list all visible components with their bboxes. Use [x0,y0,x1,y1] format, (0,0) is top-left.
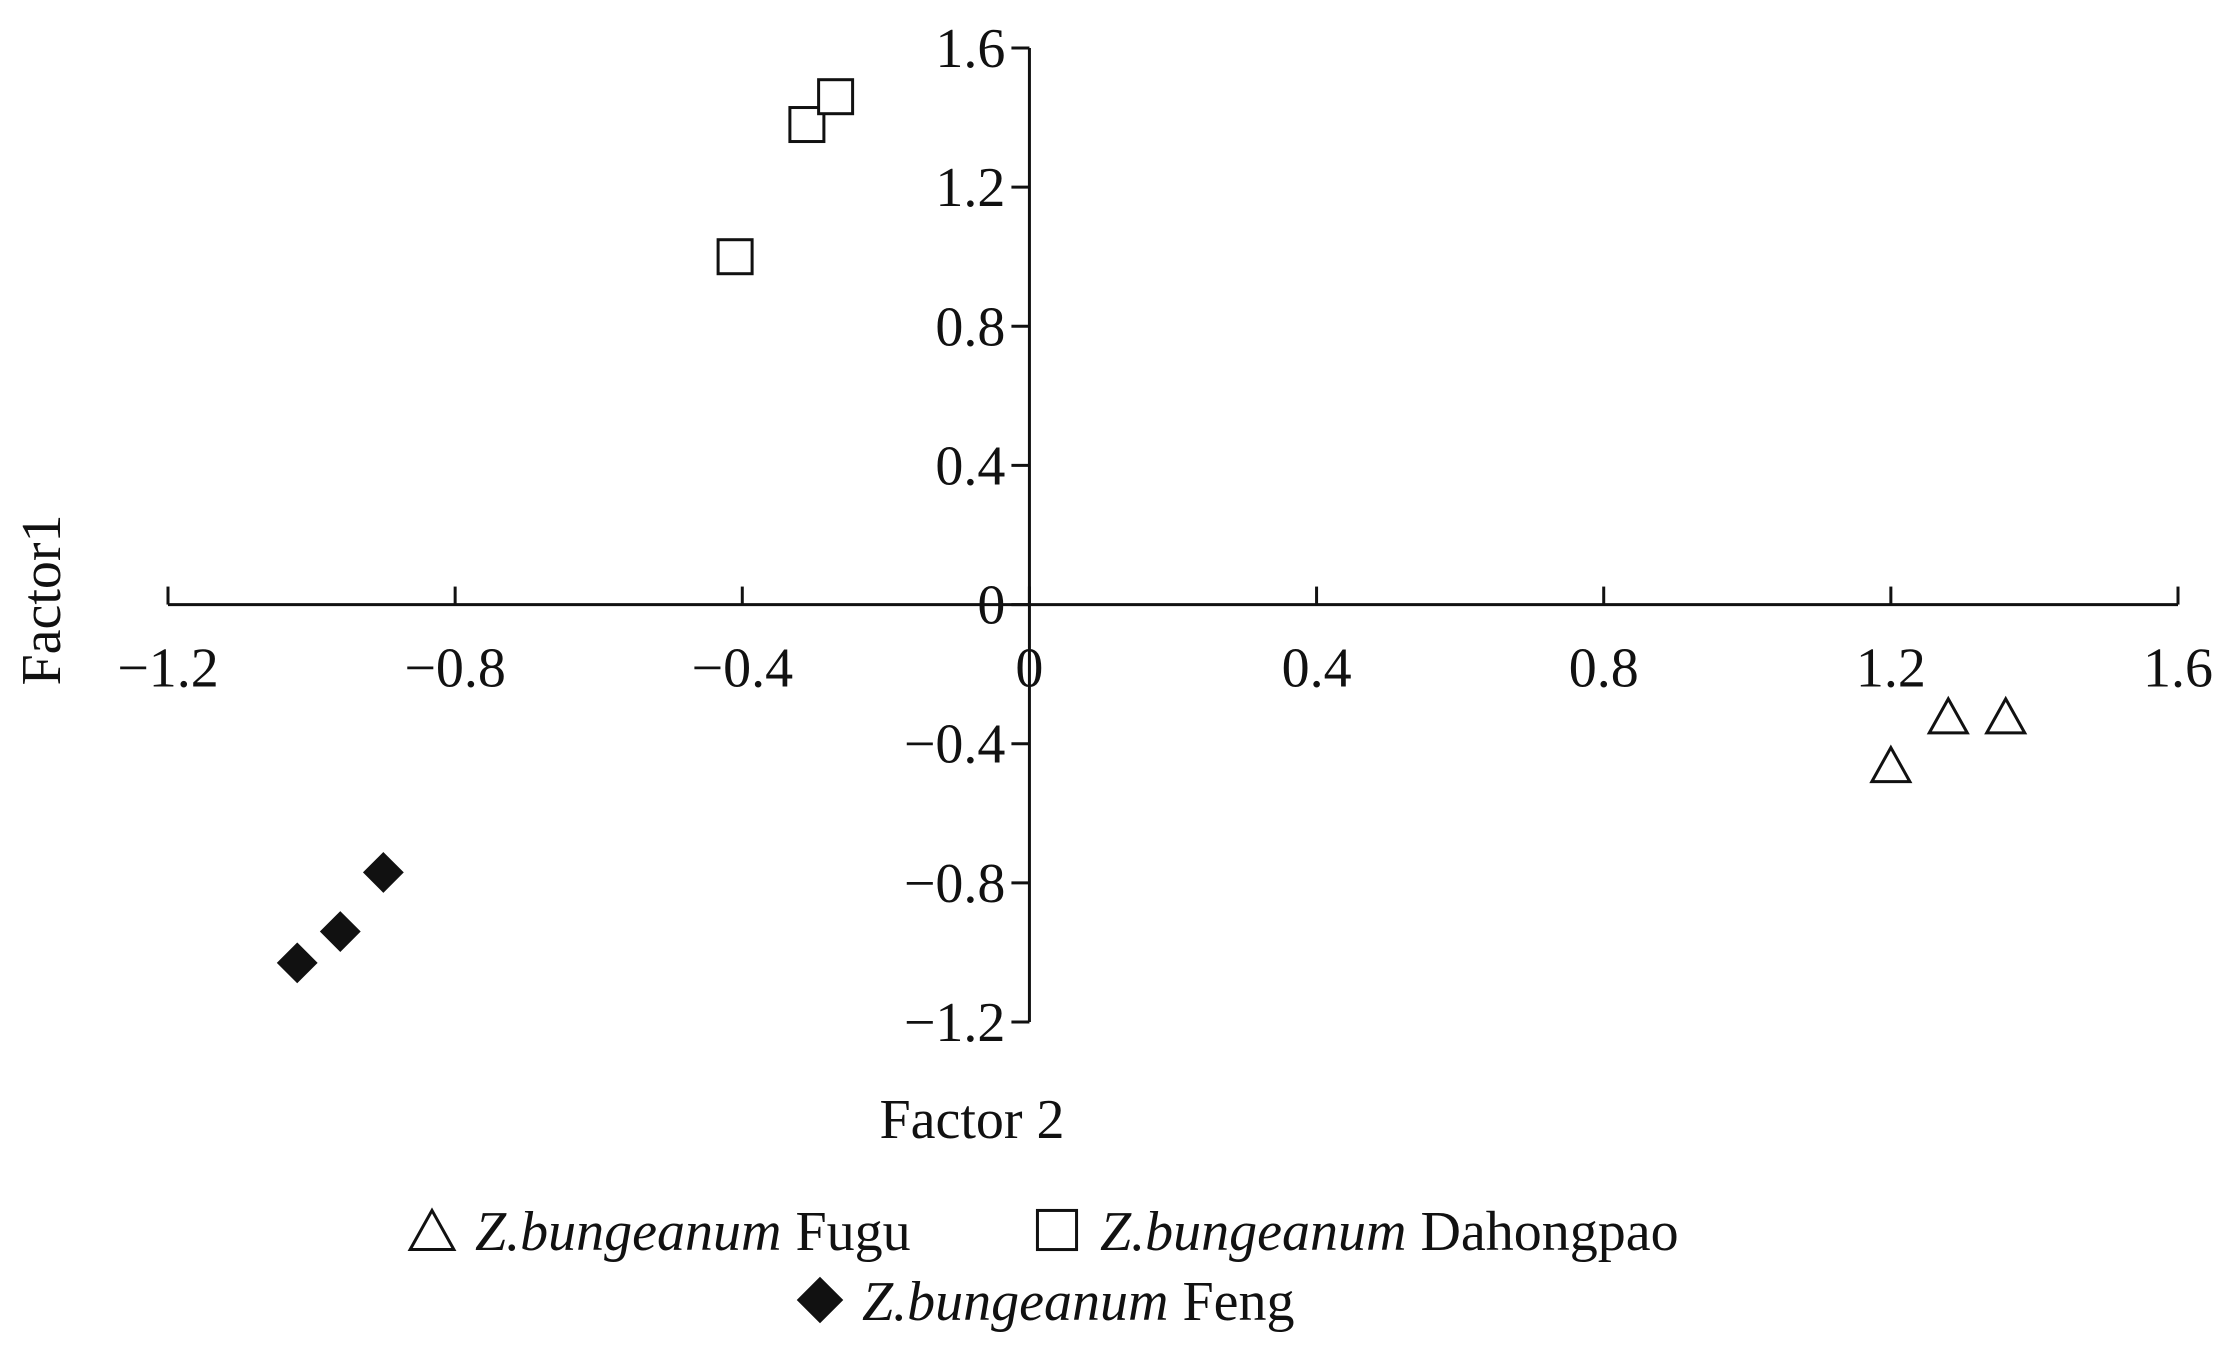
x-tick-label: 1.2 [1856,638,1926,700]
x-tick-label: 0 [1015,638,1043,700]
x-tick-label: −0.4 [691,638,793,700]
y-tick-label: 0.8 [935,296,1005,358]
legend-symbol [407,1207,457,1252]
legend-label-italic: Z.bungeanum [475,1201,781,1263]
x-tick-label: 0.4 [1282,638,1352,700]
legend-symbol [1035,1208,1079,1252]
data-point [1926,695,1970,735]
legend: Z.bungeanum Fugu Z.bungeanum DahongpaoZ.b… [407,1201,1679,1333]
legend-label-plain: Fugu [781,1201,910,1263]
y-axis-title: Factor1 [11,514,73,685]
data-point [1869,744,1913,784]
legend-symbol [796,1276,844,1324]
data-points [276,78,2028,984]
legend-label-italic: Z.bungeanum [1100,1201,1406,1263]
x-tick-label: 0.8 [1569,638,1639,700]
series-feng [276,852,404,984]
y-tick-label: −0.4 [904,714,1006,776]
legend-label: Z.bungeanum Fugu [475,1201,911,1263]
y-tick-label: 1.6 [935,18,1005,80]
legend-item-feng: Z.bungeanum Feng [796,1271,1294,1333]
data-point [276,942,318,984]
data-point [362,852,404,893]
x-tick-label: −0.8 [404,638,506,700]
y-tick-label: 0.4 [935,435,1005,497]
y-tick-label: 0 [977,575,1005,637]
legend-label-italic: Z.bungeanum [862,1271,1168,1333]
x-tick-label: 1.6 [2143,638,2213,700]
series-fugu [1869,695,2028,784]
y-axis-ticks: 1.6 1.2 0.8 0.4 0 −0.4 −0.8 −1.2 [904,18,1030,1054]
x-tick-label: −1.2 [117,638,219,700]
y-tick-label: 1.2 [935,157,1005,219]
series-dahongpao [716,78,855,276]
legend-label-plain: Dahongpao [1406,1201,1678,1263]
data-point [817,78,855,116]
legend-item-fugu: Z.bungeanum Fugu [407,1201,911,1263]
axes [168,48,2178,1022]
legend-label-plain: Feng [1168,1271,1294,1333]
legend-item-dahongpao: Z.bungeanum Dahongpao [1035,1201,1679,1263]
x-axis-title: Factor 2 [879,1089,1064,1151]
x-axis-ticks: −1.2 −0.8 −0.4 0 0.4 0.8 1.2 1.6 [117,586,2213,700]
y-tick-label: −1.2 [904,992,1006,1054]
data-point [716,238,754,276]
data-point [1984,695,2028,735]
data-point [319,911,361,952]
legend-label: Z.bungeanum Feng [862,1271,1294,1333]
y-tick-label: −0.8 [904,853,1006,915]
data-point [788,106,826,144]
legend-label: Z.bungeanum Dahongpao [1100,1201,1679,1263]
